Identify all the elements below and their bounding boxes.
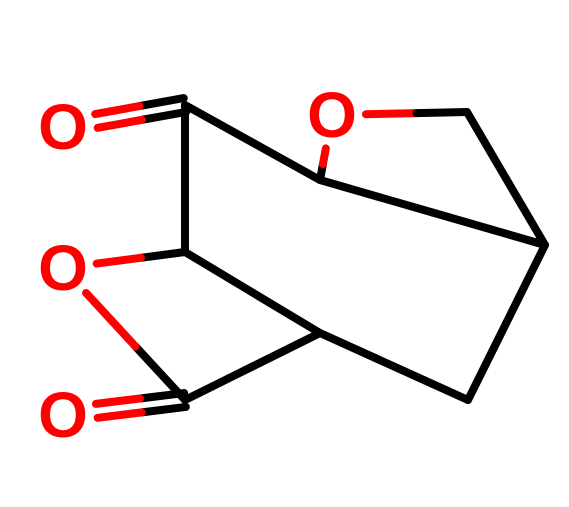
bond-segment (185, 367, 253, 401)
atom-label-O3: O (307, 79, 357, 151)
molecule-diagram: OOOO (0, 0, 569, 507)
bond-segment (97, 258, 141, 264)
atom-label-O4: O (38, 379, 88, 451)
bond-segment (467, 112, 506, 179)
bond-segment (139, 98, 183, 106)
atom-label-O2: O (38, 232, 88, 304)
bond-segment (416, 112, 467, 113)
bond-segment (98, 412, 142, 417)
bond-segment (320, 333, 394, 367)
bond-segment (95, 106, 139, 114)
bond-segment (140, 393, 184, 398)
bond-segment (366, 113, 417, 114)
bond-segment (98, 120, 142, 128)
bond-segment (141, 252, 185, 258)
bond-segment (142, 112, 186, 120)
bond-segment (142, 407, 186, 412)
bond-segment (185, 252, 253, 293)
bond-segment (320, 180, 433, 213)
bond-segment (86, 293, 135, 347)
atom-label-O1: O (38, 91, 88, 163)
bond-segment (185, 105, 253, 143)
bond-segment (468, 323, 507, 401)
bond-segment (253, 293, 321, 334)
bond-segment (394, 367, 468, 401)
bond-segment (253, 333, 321, 367)
bond-segment (96, 398, 140, 403)
bond-segment (507, 245, 546, 323)
